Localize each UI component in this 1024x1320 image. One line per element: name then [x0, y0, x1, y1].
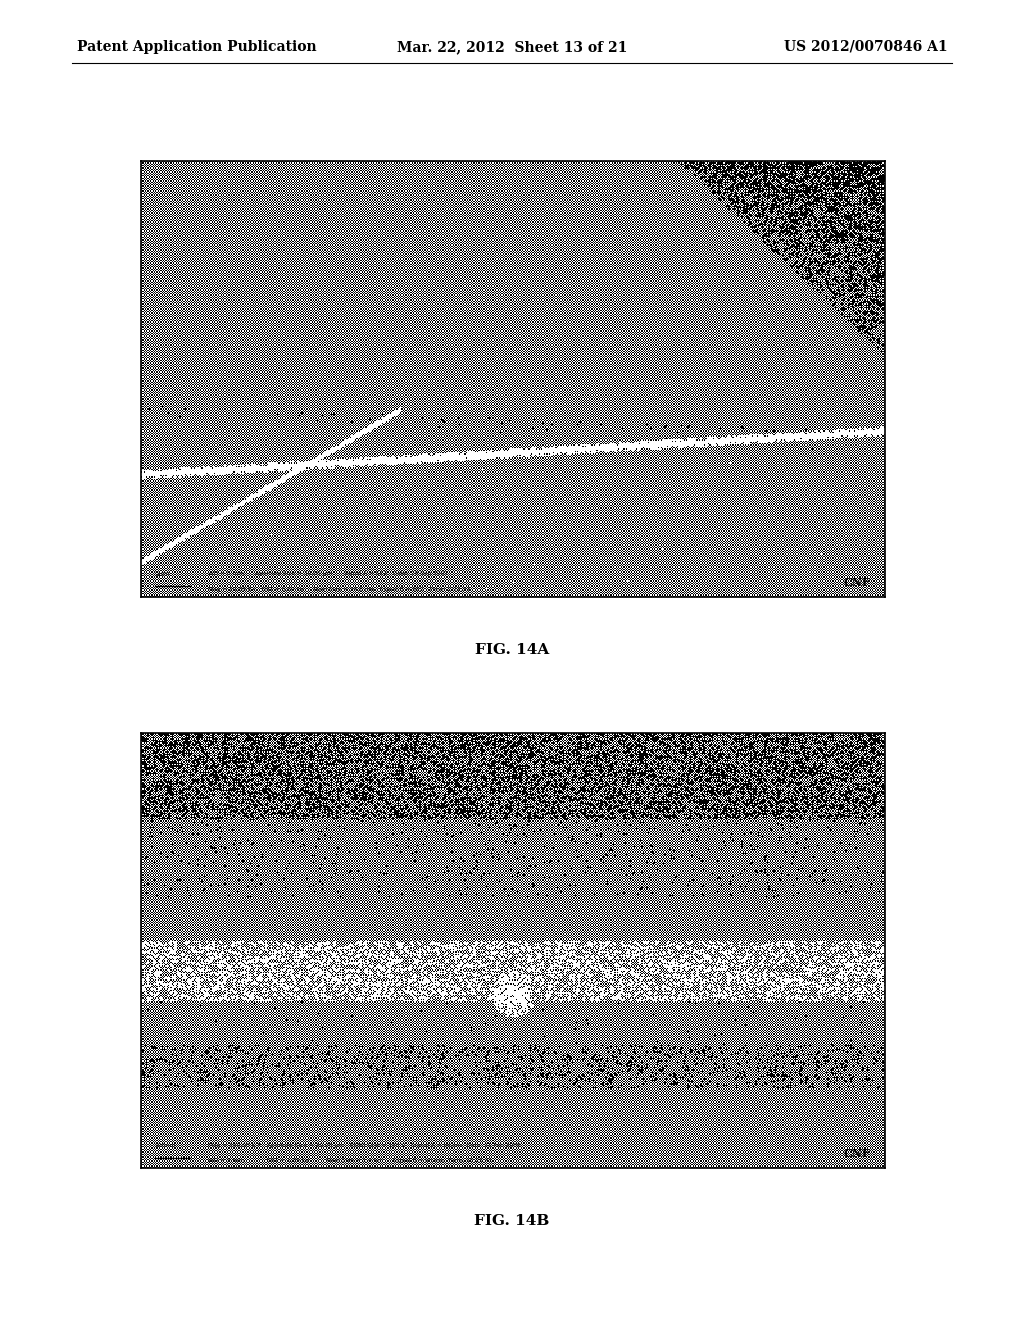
Text: Mag = 10.08 KX   EHT = 5.60 kV     Pixel Size = 34.6 nm   Signal B = SE2   Time:: Mag = 10.08 KX EHT = 5.60 kV Pixel Size …: [208, 587, 470, 591]
Text: Patent Application Publication: Patent Application Publication: [77, 40, 316, 54]
Text: CNF: CNF: [844, 1148, 870, 1159]
Text: 5μm: 5μm: [155, 572, 170, 577]
Text: 100nm: 100nm: [155, 1143, 176, 1148]
Text: FIG. 14A: FIG. 14A: [475, 643, 549, 657]
Text: WD = 3 mm            EHT = 1.05 kV         Pixel Size = 1.4 nm     Signal B = In: WD = 3 mm EHT = 1.05 kV Pixel Size = 1.4…: [208, 1159, 493, 1163]
Text: CNF: CNF: [844, 577, 870, 587]
Text: Mag = 250.00 K X   Aperture Size = 20.00 μm   ESBD Grid = 150 V   Signal A = InL: Mag = 250.00 K X Aperture Size = 20.00 μ…: [208, 1143, 521, 1148]
Text: US 2012/0070846 A1: US 2012/0070846 A1: [783, 40, 947, 54]
Text: Mar. 22, 2012  Sheet 13 of 21: Mar. 22, 2012 Sheet 13 of 21: [397, 40, 627, 54]
Text: WD = 8 mm      Aperture Size = 30.00 μm      Signal A = SE2   Date: 29 Sep 2007: WD = 8 mm Aperture Size = 30.00 μm Signa…: [208, 572, 449, 577]
Text: FIG. 14B: FIG. 14B: [474, 1214, 550, 1229]
